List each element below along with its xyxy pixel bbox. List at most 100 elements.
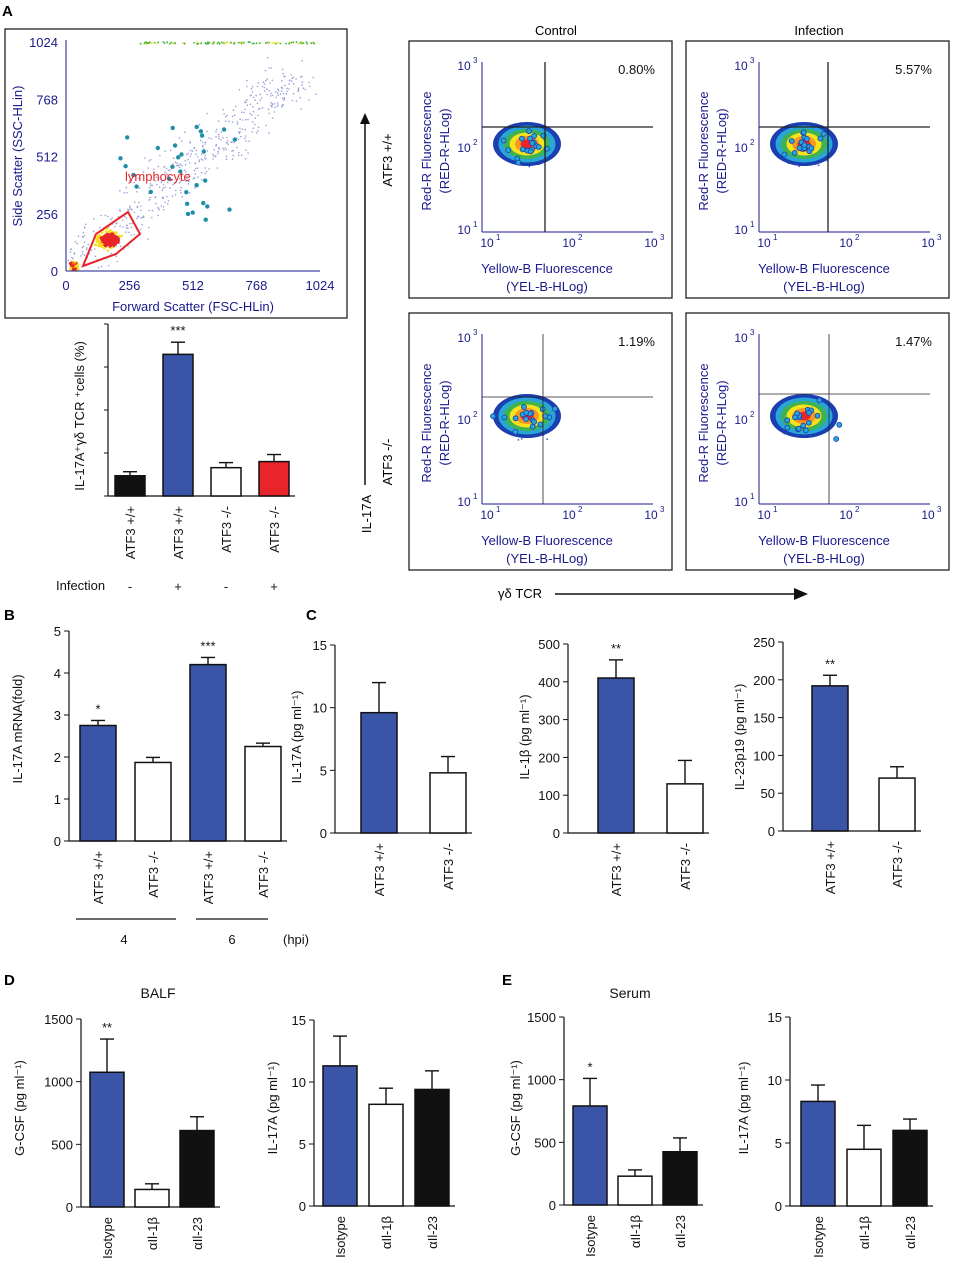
category-label: αIl-23 xyxy=(673,1215,688,1248)
flow-y-tick: 10 xyxy=(457,495,471,509)
y-tick-label: 10 xyxy=(292,1075,306,1090)
chart-title: Serum xyxy=(609,985,650,1001)
flow-y-tick-exp: 3 xyxy=(750,56,755,65)
y-tick-label: 500 xyxy=(538,637,560,652)
flow-y-label: Red-R Fluorescence xyxy=(696,91,711,210)
y-tick-label: 1500 xyxy=(44,1012,73,1027)
scatter-y-tick: 256 xyxy=(36,207,58,222)
flow-x-label: (YEL-B-HLog) xyxy=(783,279,865,294)
y-axis-label: IL-17A (pg ml⁻¹) xyxy=(736,1062,751,1155)
bar xyxy=(134,1188,170,1208)
category-label: ATF3 -/- xyxy=(267,506,282,553)
y-tick-label: 5 xyxy=(299,1137,306,1152)
flow-y-label: Red-R Fluorescence xyxy=(419,363,434,482)
flow-y-tick: 10 xyxy=(734,495,748,509)
bar xyxy=(134,761,172,842)
flow-x-tick-exp: 1 xyxy=(773,505,778,514)
flow-x-tick-exp: 2 xyxy=(855,505,860,514)
bar xyxy=(429,772,467,834)
panel-label-e: E xyxy=(502,972,512,989)
flow-y-tick: 10 xyxy=(457,59,471,73)
category-label: ATF3 +/+ xyxy=(123,506,138,559)
bar-chart-c2: 0 100 200 300 400 500 IL-1β (pg ml⁻¹) ** ATF3 +/… xyxy=(517,637,709,896)
category-label: αIl-1β xyxy=(379,1216,394,1249)
bar xyxy=(597,677,635,834)
panel-label-c: C xyxy=(306,607,317,624)
category-label: ATF3 +/+ xyxy=(171,506,186,559)
bar-charts: IL-17A⁺γδ TCR ⁺cells (%)ATF3 +/+***ATF3 … xyxy=(10,323,933,1259)
flow-x-tick: 10 xyxy=(480,508,494,522)
bar xyxy=(368,1103,404,1207)
scatter-y-tick: 0 xyxy=(51,264,58,279)
flow-y-tick-exp: 1 xyxy=(750,492,755,501)
y-tick-label: 2 xyxy=(54,750,61,765)
col-title-infection: Infection xyxy=(794,23,843,38)
bar xyxy=(878,777,916,832)
bar-chart-d2: 0 5 10 15 IL-17A (pg ml⁻¹) Isotype αIl-1β αIl-2… xyxy=(265,1013,455,1258)
flow-y-tick: 10 xyxy=(457,331,471,345)
significance-label: ** xyxy=(102,1020,112,1035)
y-tick-label: 0 xyxy=(768,824,775,839)
significance-label: * xyxy=(587,1059,592,1074)
bar xyxy=(114,475,146,497)
flow-y-tick-exp: 2 xyxy=(750,138,755,147)
flow-x-label: Yellow-B Fluorescence xyxy=(481,533,613,548)
y-tick-label: 5 xyxy=(54,624,61,639)
flow-x-tick-exp: 3 xyxy=(660,233,665,242)
flow-y-tick: 10 xyxy=(734,59,748,73)
flow-y-label: (RED-R-HLog) xyxy=(437,108,452,193)
flow-y-tick-exp: 1 xyxy=(473,492,478,501)
y-tick-label: 3 xyxy=(54,708,61,723)
bar xyxy=(360,711,398,834)
row-label-wt: ATF3 +/+ xyxy=(380,133,395,186)
category-label: αIl-23 xyxy=(425,1216,440,1249)
y-tick-label: 15 xyxy=(292,1013,306,1028)
bar-chart-a-bar: IL-17A⁺γδ TCR ⁺cells (%) ATF3 +/+ *** ATF3 … xyxy=(56,323,295,594)
flow-x-tick: 10 xyxy=(839,508,853,522)
infection-value: + xyxy=(174,579,182,594)
bar-chart-e1: 0 500 1000 1500 G-CSF (pg ml⁻¹) Serum * Isotype… xyxy=(508,985,703,1257)
bar xyxy=(414,1088,450,1207)
bar xyxy=(572,1105,608,1206)
y-tick-label: 0 xyxy=(320,826,327,841)
category-label: αIl-23 xyxy=(190,1217,205,1250)
flow-x-tick-exp: 2 xyxy=(578,505,583,514)
category-label: αIl-23 xyxy=(903,1216,918,1249)
y-tick-label: 5 xyxy=(320,763,327,778)
y-tick-label: 10 xyxy=(313,701,327,716)
lymphocyte-gate xyxy=(81,210,142,268)
il17a-axis-label: IL-17A xyxy=(359,495,374,534)
y-tick-label: 100 xyxy=(753,748,775,763)
flow-x-label: Yellow-B Fluorescence xyxy=(481,261,613,276)
scatter-y-label: Side Scatter (SSC-HLin) xyxy=(10,86,25,227)
y-tick-label: 0 xyxy=(553,826,560,841)
y-tick-label: 1000 xyxy=(44,1075,73,1090)
flow-x-tick-exp: 2 xyxy=(578,233,583,242)
y-tick-label: 250 xyxy=(753,635,775,650)
y-tick-label: 200 xyxy=(538,750,560,765)
flow-x-tick: 10 xyxy=(644,236,658,250)
flow-y-tick: 10 xyxy=(734,331,748,345)
y-tick-label: 50 xyxy=(761,786,775,801)
bar xyxy=(89,1071,125,1208)
il17a-arrowhead xyxy=(360,113,370,124)
group-unit: (hpi) xyxy=(283,932,309,947)
infection-value: - xyxy=(224,579,228,594)
y-tick-label: 0 xyxy=(54,834,61,849)
flow-frame xyxy=(408,40,673,299)
flow-y-tick-exp: 2 xyxy=(473,138,478,147)
category-label: Isotype xyxy=(333,1216,348,1258)
category-label: ATF3 -/- xyxy=(678,843,693,890)
gate-label: lymphocyte xyxy=(125,169,191,184)
bar xyxy=(662,1150,698,1206)
quadrant-percent: 1.47% xyxy=(895,334,932,349)
bar-chart-b: 0 1 2 3 4 5 IL-17A mRNA(fold) * ATF3 +/+ ATF3 -/-… xyxy=(10,624,309,947)
flow-x-tick: 10 xyxy=(562,236,576,250)
row-label-ko: ATF3 -/- xyxy=(380,439,395,486)
